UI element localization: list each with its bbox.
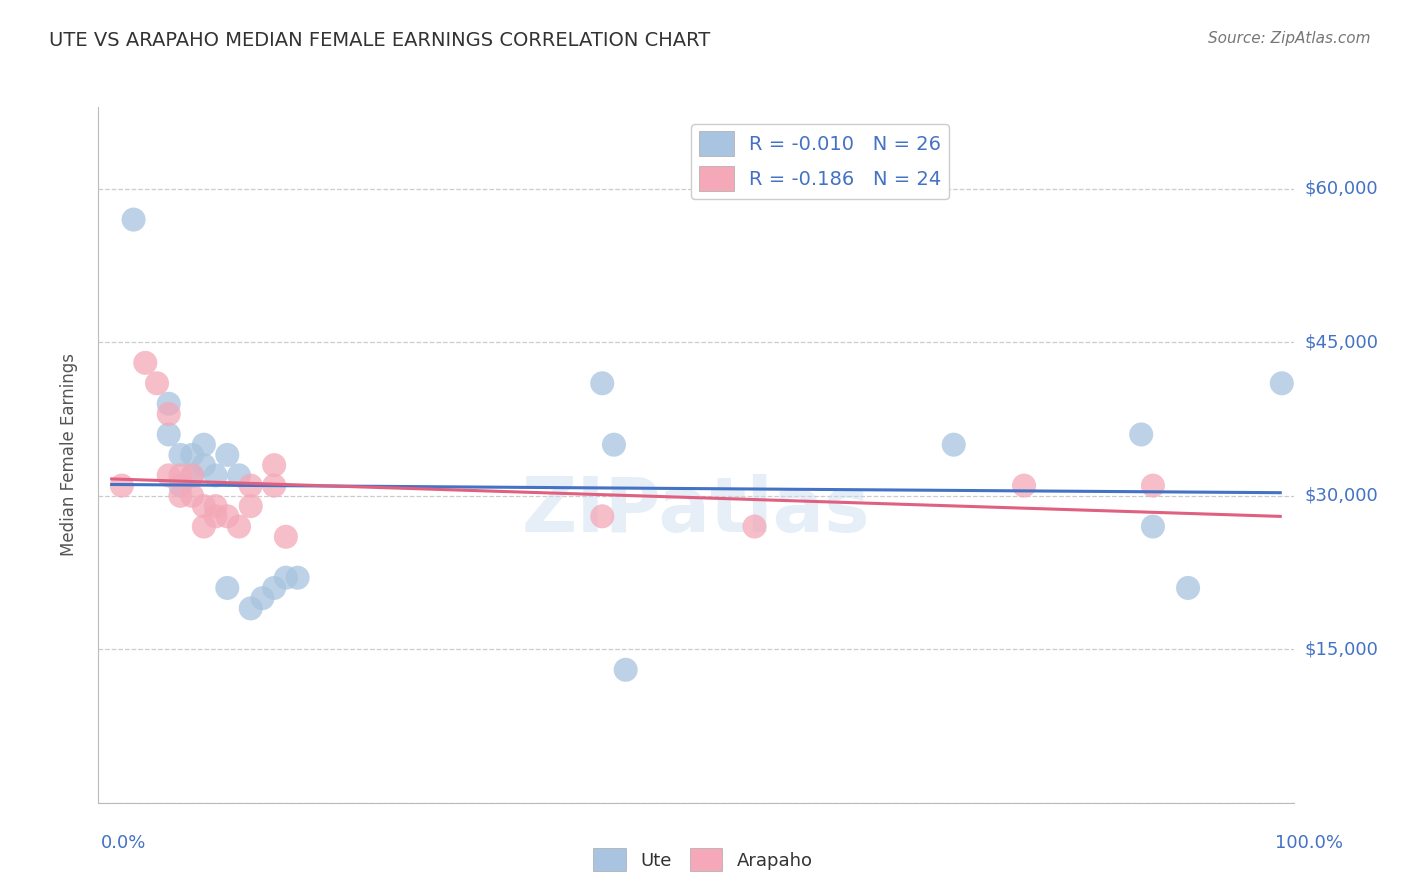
Y-axis label: Median Female Earnings: Median Female Earnings: [59, 353, 77, 557]
Text: 100.0%: 100.0%: [1275, 834, 1343, 852]
Point: [204, 509, 226, 524]
Point: [287, 571, 309, 585]
Point: [1130, 427, 1153, 442]
Text: UTE VS ARAPAHO MEDIAN FEMALE EARNINGS CORRELATION CHART: UTE VS ARAPAHO MEDIAN FEMALE EARNINGS CO…: [49, 31, 710, 50]
Point: [204, 468, 226, 483]
Point: [274, 571, 297, 585]
Point: [1142, 519, 1164, 533]
Point: [228, 519, 250, 533]
Point: [263, 581, 285, 595]
Point: [169, 478, 191, 492]
Point: [204, 499, 226, 513]
Point: [239, 601, 262, 615]
Point: [1012, 478, 1035, 492]
Point: [217, 448, 239, 462]
Point: [181, 468, 204, 483]
Text: Source: ZipAtlas.com: Source: ZipAtlas.com: [1208, 31, 1371, 46]
Point: [169, 468, 191, 483]
Point: [193, 519, 215, 533]
Point: [263, 458, 285, 472]
Point: [1177, 581, 1199, 595]
Point: [239, 499, 262, 513]
Point: [942, 438, 965, 452]
Point: [157, 397, 180, 411]
Text: $15,000: $15,000: [1305, 640, 1378, 658]
Point: [181, 468, 204, 483]
Point: [146, 376, 169, 391]
Point: [193, 438, 215, 452]
Point: [157, 407, 180, 421]
Point: [181, 489, 204, 503]
Text: $60,000: $60,000: [1305, 180, 1378, 198]
Point: [1271, 376, 1294, 391]
Point: [614, 663, 637, 677]
Point: [193, 458, 215, 472]
Point: [169, 448, 191, 462]
Point: [603, 438, 626, 452]
Point: [228, 468, 250, 483]
Point: [1142, 478, 1164, 492]
Legend: Ute, Arapaho: Ute, Arapaho: [586, 841, 820, 879]
Point: [591, 509, 613, 524]
Point: [157, 468, 180, 483]
Point: [169, 489, 191, 503]
Point: [252, 591, 274, 606]
Point: [263, 478, 285, 492]
Legend: R = -0.010   N = 26, R = -0.186   N = 24: R = -0.010 N = 26, R = -0.186 N = 24: [690, 124, 949, 199]
Point: [181, 448, 204, 462]
Point: [217, 509, 239, 524]
Point: [193, 499, 215, 513]
Point: [134, 356, 156, 370]
Point: [591, 376, 613, 391]
Point: [157, 427, 180, 442]
Point: [217, 581, 239, 595]
Point: [111, 478, 134, 492]
Text: ZIPatlas: ZIPatlas: [522, 474, 870, 548]
Text: $45,000: $45,000: [1305, 334, 1379, 351]
Text: $30,000: $30,000: [1305, 487, 1378, 505]
Point: [274, 530, 297, 544]
Point: [122, 212, 145, 227]
Point: [744, 519, 766, 533]
Text: 0.0%: 0.0%: [101, 834, 146, 852]
Point: [239, 478, 262, 492]
